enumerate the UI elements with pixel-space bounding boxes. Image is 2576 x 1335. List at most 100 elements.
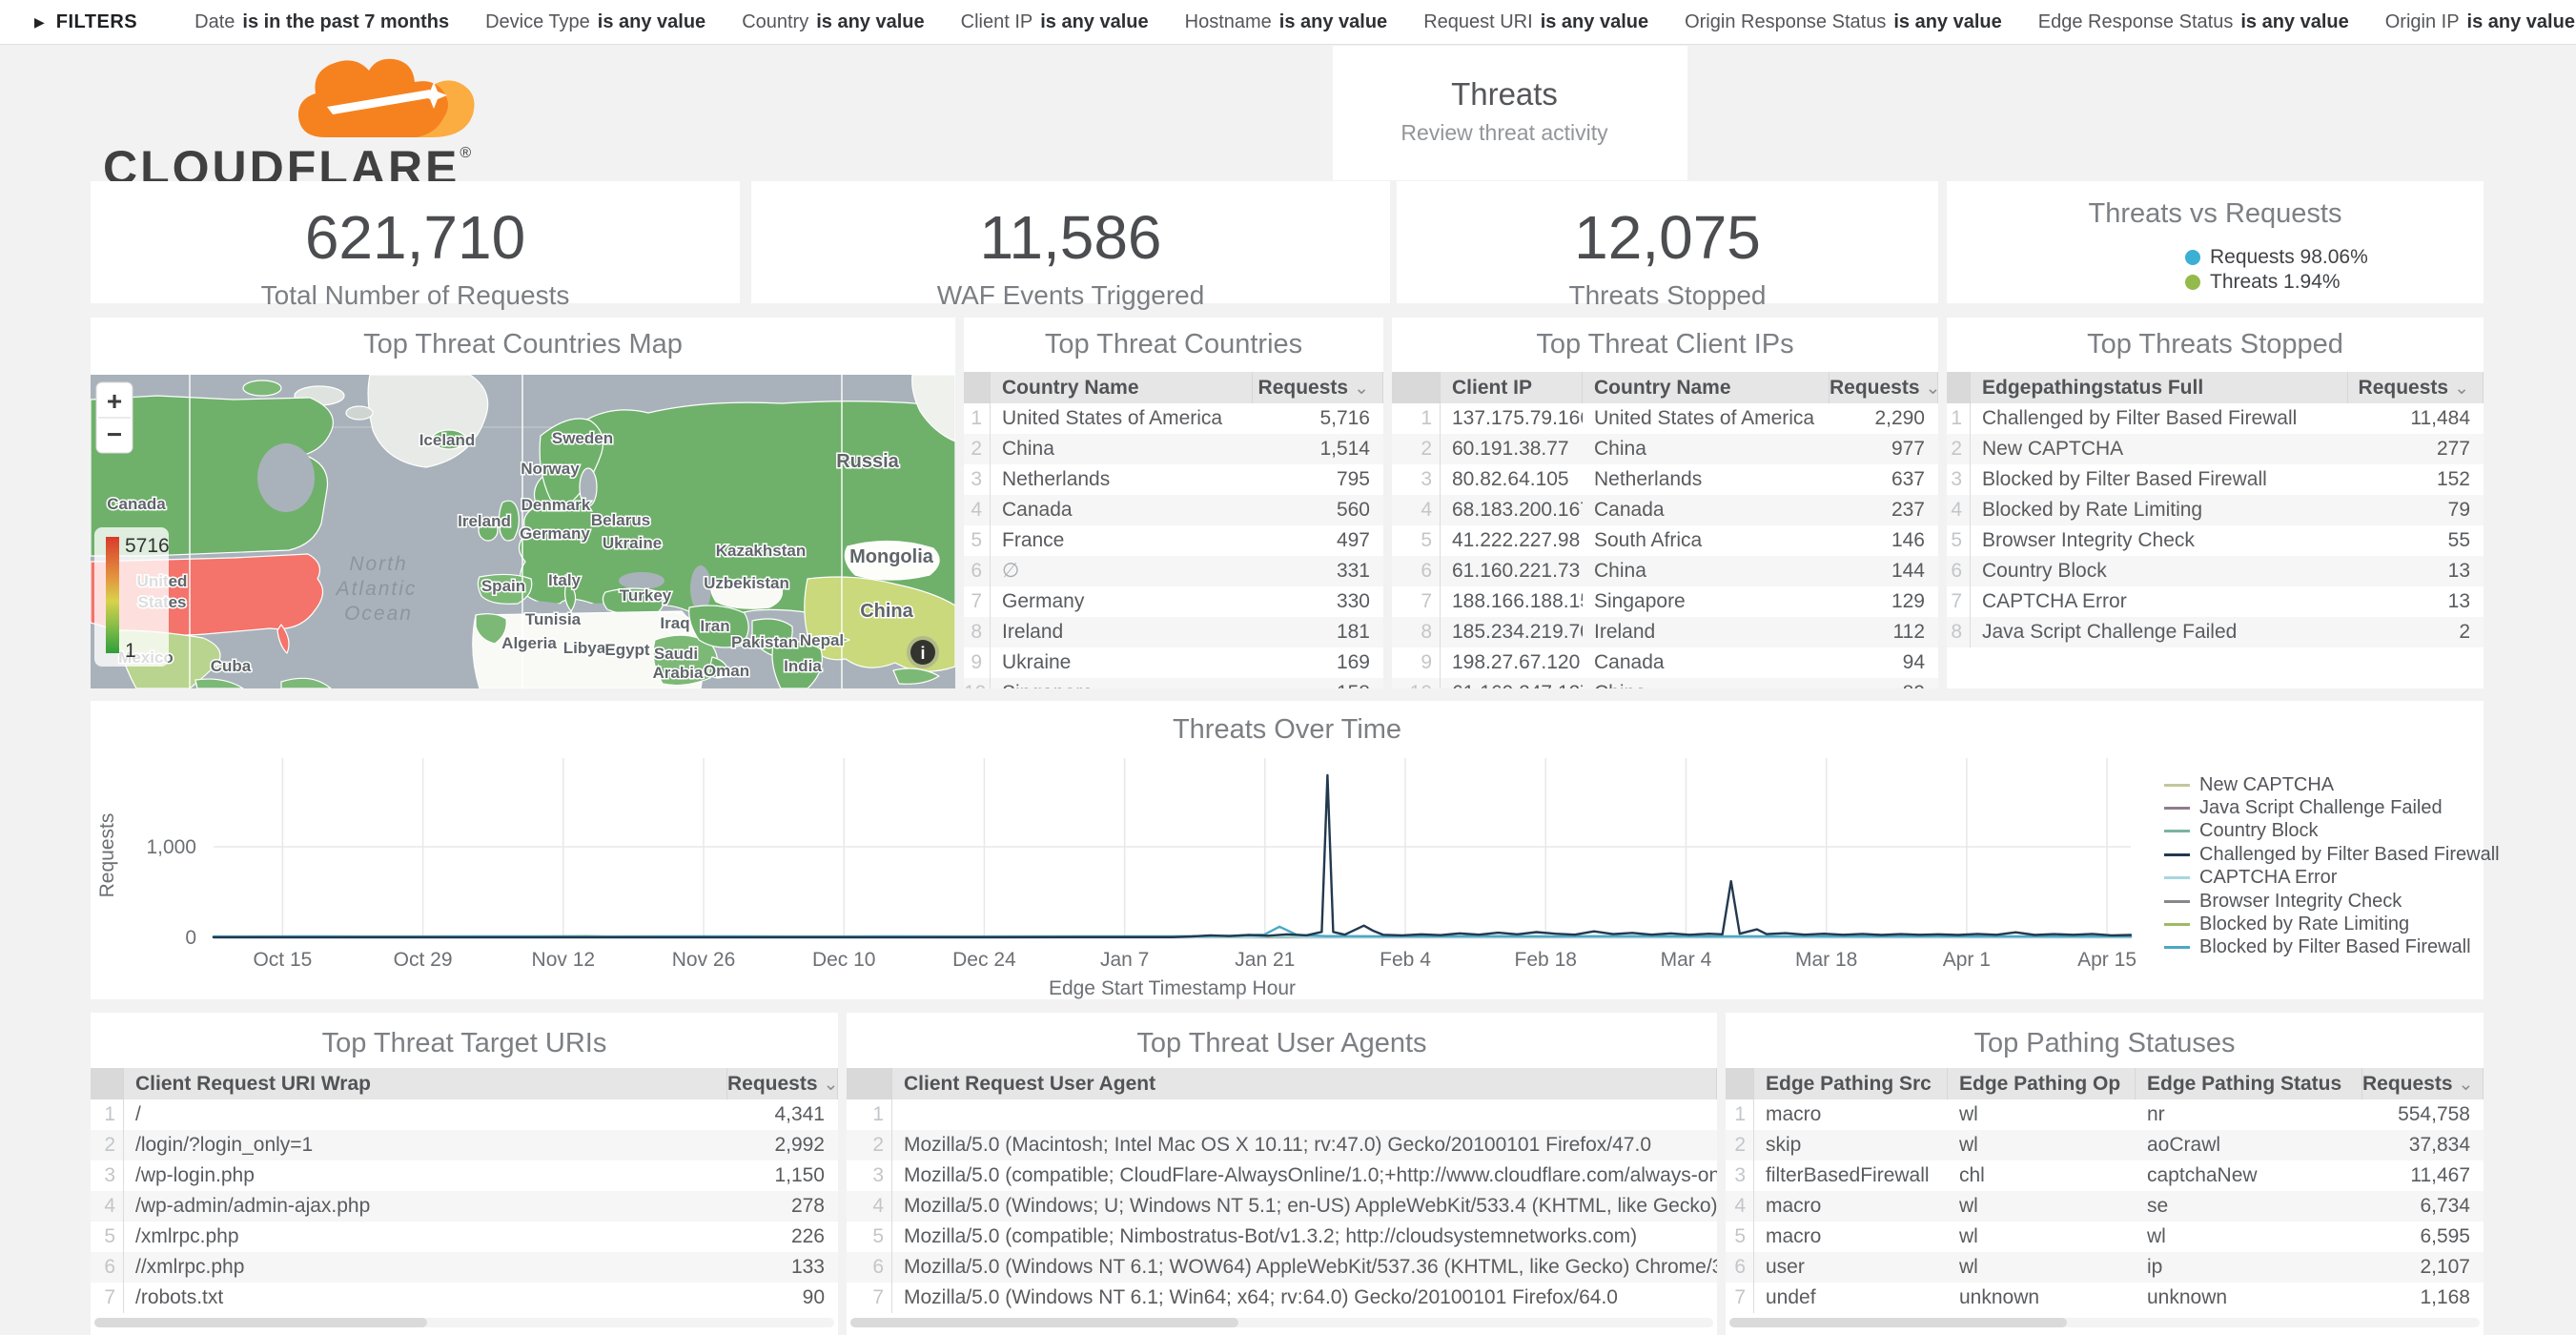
column-header[interactable]: Edgepathingstatus Full [1971,372,2348,403]
filter-chip[interactable]: Edge Response Status is any value [2038,11,2349,33]
sort-caret-icon: ⌄ [1354,379,1369,399]
table-header-row: Edge Pathing Src Edge Pathing Op Edge Path… [1726,1068,2484,1099]
filter-condition: is in the past 7 months [242,10,450,32]
kpi-total-requests: 621,710 Total Number of Requests [91,181,740,310]
column-header[interactable]: Requests⌄ [727,1068,838,1099]
table-row: 1 [847,1099,1717,1130]
filter-chip[interactable]: Date is in the past 7 months [194,11,449,33]
country-label: Germany [520,524,590,543]
world-map[interactable]: CanadaUnitedStatesMexicoCubaIcelandIrela… [91,375,955,688]
country-label: Canada [107,495,166,513]
table-row: 4 Blocked by Rate Limiting 79 [1947,495,2484,525]
map-zoom-in-button[interactable]: + [107,386,122,416]
table-row: 1 137.175.79.166 United States of America 2… [1392,403,1938,434]
filter-condition: is any value [1893,10,2002,32]
filter-chip[interactable]: Origin Response Status is any value [1685,11,2002,33]
table-row: 2 skip wl aoCrawl 37,834 [1726,1130,2484,1160]
table-row: 8 Java Script Challenge Failed 2 [1947,617,2484,647]
column-header[interactable]: Client IP [1441,372,1583,403]
horizontal-scrollbar[interactable] [1729,1318,2480,1327]
horizontal-scrollbar[interactable] [94,1318,834,1327]
top-threat-user-agents-tile: Top Threat User Agents Client Request Us… [847,1013,1717,1335]
title-tile [1333,46,1687,180]
kpi-threats-stopped: 12,075 Threats Stopped [1397,181,1938,310]
legend-item[interactable]: Java Script Challenge Failed [2164,796,2500,819]
column-header[interactable]: Country Name [1583,372,1830,403]
legend-item[interactable]: Blocked by Filter Based Firewall [2164,936,2500,959]
filter-chip[interactable]: Origin IP is any value [2385,11,2575,33]
threat-countries-map-tile: Top Threat Countries Map [91,318,955,688]
legend-item[interactable]: Browser Integrity Check [2164,890,2500,913]
country-label: Mongolia [849,546,934,567]
table-row: 9 Ukraine 169 [964,647,1383,678]
column-header[interactable]: Edge Pathing Src [1754,1068,1948,1099]
table-header-row: Edgepathingstatus Full Requests ⌄ [1947,372,2484,403]
top-threat-client-ips-tile: Top Threat Client IPs Client IP Country N… [1392,318,1938,688]
legend-item[interactable]: Challenged by Filter Based Firewall [2164,843,2500,866]
page-subtitle: Review threat activity [1400,120,1608,145]
column-header[interactable]: Requests⌄ [1830,372,1938,403]
country-label: Denmark [521,496,591,514]
column-header [91,1068,124,1099]
country-label: Norway [521,460,580,478]
country-label: Oman [704,662,749,680]
legend-item[interactable]: CAPTCHA Error [2164,867,2500,890]
table-row: 10Singapore158 [964,678,1383,688]
map-info-button[interactable]: i [907,636,939,668]
column-header[interactable]: Client Request User Agent [892,1068,1717,1099]
table-row: 3 filterBasedFirewall chl captchaNew 11,467 [1726,1160,2484,1191]
country-label: Turkey [620,586,672,605]
map-land [91,375,955,688]
table-row: 6 user wl ip 2,107 [1726,1252,2484,1283]
kpi-waf-events: 11,586 WAF Events Triggered [751,181,1390,310]
filter-chip[interactable]: Client IP is any value [961,11,1149,33]
ocean-label: Ocean [344,603,413,625]
x-tick-label: Apr 1 [1943,949,1991,971]
column-header[interactable]: Country Name [991,372,1253,403]
kpi-label: Total Number of Requests [260,280,570,310]
table-row: 4/wp-admin/admin-ajax.php 278 [91,1191,838,1222]
map-color-scale: 5716 1 [94,527,170,667]
tile-title: Top Threat Countries Map [363,329,683,359]
legend-swatch-icon [2164,807,2190,811]
country-label: Algeria [501,634,557,652]
top-threat-target-uris-tile: Top Threat Target URIs Client Request UR… [91,1013,838,1335]
filters-expand-icon[interactable]: ▶ [34,13,45,30]
column-header[interactable]: Requests⌄ [2348,372,2484,403]
country-label: Kazakhstan [716,542,806,560]
y-tick-label: 0 [185,927,196,949]
table-row: 2 60.191.38.77 China 977 [1392,434,1938,464]
filter-field: Client IP [960,10,1033,32]
filter-chip[interactable]: Country is any value [742,11,924,33]
filters-toggle[interactable]: FILTERS [55,10,138,32]
x-tick-label: Oct 15 [253,949,312,971]
map-zoom-controls: + − [95,381,133,454]
column-header [964,372,991,403]
table-header-row: Country Name Requests ⌄ [964,372,1383,403]
filter-chip[interactable]: Device Type is any value [485,11,705,33]
country-label: Iran [700,617,729,635]
legend-item[interactable]: Blocked by Rate Limiting [2164,913,2500,935]
info-icon: i [920,644,925,663]
table-row: 2/login/?login_only=1 2,992 [91,1130,838,1160]
map-zoom-out-button[interactable]: − [107,420,122,449]
horizontal-scrollbar[interactable] [850,1318,1713,1327]
column-header[interactable]: Edge Pathing Status [2136,1068,2362,1099]
legend-item[interactable]: New CAPTCHA [2164,773,2500,796]
column-header[interactable]: Requests⌄ [2362,1068,2484,1099]
column-header[interactable]: Requests⌄ [1253,372,1383,403]
series-line [212,773,2133,939]
column-header[interactable]: Client Request URI Wrap [124,1068,727,1099]
country-label: Iceland [419,431,476,449]
tile-title: Top Threats Stopped [2087,329,2343,359]
country-label: China [860,601,913,622]
filter-chip[interactable]: Request URI is any value [1423,11,1648,33]
legend-item[interactable]: Country Block [2164,820,2500,843]
legend-swatch-icon [2164,783,2190,787]
tile-title: Threats vs Requests [2088,198,2342,229]
filter-chip[interactable]: Hostname is any value [1185,11,1388,33]
column-header[interactable]: Edge Pathing Op [1948,1068,2136,1099]
table-row: 3 Mozilla/5.0 (compatible; CloudFlare-Alw… [847,1160,1717,1191]
filter-condition: is any value [1040,10,1149,32]
threats-over-time-chart[interactable]: Oct 15 Oct 29 Nov 12 Nov 26 Dec 10 Dec 24 Jan … [91,701,2484,999]
